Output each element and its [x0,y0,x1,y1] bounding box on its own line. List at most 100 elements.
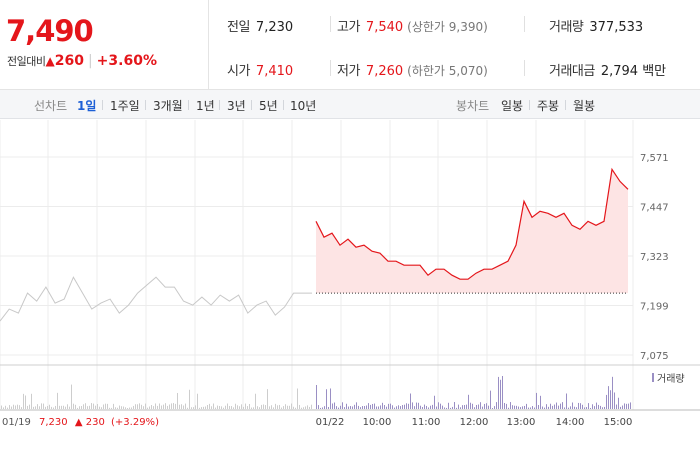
volume-bar [534,407,535,409]
tab-3-months[interactable]: 3개월 [153,99,183,113]
volume-bar [504,402,505,409]
volume-bar [594,406,595,409]
volume-bar [610,390,611,409]
volume-bar [350,406,351,409]
divider: | [87,53,93,69]
volume-bar [622,405,623,409]
volume-bar [219,405,220,409]
volume-bar [137,404,138,409]
volume-bar [628,403,629,409]
volume-bar [213,403,214,409]
volume-bar [558,405,559,409]
divider [330,16,331,32]
volume-bar [151,404,152,409]
x-tick-label: 14:00 [556,417,585,428]
y-tick-label: 7,199 [640,302,669,313]
tab-10-years[interactable]: 10년 [290,99,317,113]
volume-bar [320,407,321,409]
volume-bar [175,403,176,409]
x-tick-label: 13:00 [507,417,536,428]
volume-bar [35,406,36,409]
volume-bar [285,404,286,409]
volume-bar [410,393,411,409]
volume-bar [119,405,120,409]
tab-5-years[interactable]: 5년 [259,99,278,113]
tab-1-week[interactable]: 1주일 [110,99,140,113]
volume-bar [542,406,543,409]
volume-bar [498,376,499,409]
tab-weekly-candle[interactable]: 주봉 [537,99,560,113]
volume-bar [404,404,405,409]
tab-1-year[interactable]: 1년 [196,99,215,113]
quote-panel: 7,490 전일대비▲260 | +3.60% 전일 7,230 고가 7,540 (상한… [0,0,700,90]
volume-bar [336,406,337,409]
volume-bar [101,407,102,409]
volume-bar [79,406,80,409]
volume-bar [586,407,587,409]
candle-chart-label: 봉차트 [456,99,490,113]
volume-bar [448,402,449,409]
divider [219,100,220,110]
divider [102,100,103,110]
volume-bar [177,392,178,409]
volume-bar [348,406,349,409]
volume-bar [27,405,28,409]
volume-bar [598,404,599,409]
volume-bar [502,375,503,409]
y-tick-label: 7,571 [640,153,669,164]
volume-bar [243,406,244,409]
volume-bar [257,406,258,409]
chart-grid [0,120,700,411]
prev-day-change-percent: (+3.29%) [111,417,159,428]
tab-1-day[interactable]: 1일 [77,99,97,113]
volume-bar [450,407,451,409]
volume-bar [608,386,609,409]
volume-bar [267,389,268,409]
volume-bar [468,394,469,409]
volume-bar [430,405,431,409]
prev-day-label: 01/19 7,230 ▲ 230 (+3.29%) [2,417,159,428]
volume-bar [261,404,262,409]
volume-bar [123,406,124,409]
x-tick-label: 11:00 [412,417,441,428]
volume-bar [217,405,218,409]
volume-bar [287,405,288,409]
volume-bar [570,406,571,409]
volume-bar [109,407,110,409]
volume-bar [153,406,154,409]
volume-bar [400,406,401,409]
x-axis-ticks: 01/22 10:00 11:00 12:00 13:00 14:00 15:00 [316,417,633,428]
volume-bar [297,388,298,409]
volume-bar [75,404,76,409]
volume-bar [402,405,403,409]
volume-bar [41,403,42,409]
volume-bar [366,405,367,409]
volume-bar [311,404,312,409]
volume-bar [15,405,16,409]
x-tick-label: 01/22 [316,417,345,428]
volume-bar [141,404,142,409]
stat-high: 고가 7,540 (상한가 9,390) [337,20,488,35]
volume-bar [209,403,210,409]
volume-bar [508,407,509,409]
volume-bar [249,403,250,409]
volume-bar [21,407,22,409]
volume-bar [279,404,280,409]
x-tick-label: 12:00 [460,417,489,428]
price-box: 7,490 전일대비▲260 | +3.60% [0,0,209,90]
tab-daily-candle[interactable]: 일봉 [501,99,524,113]
price-area-fill [316,169,628,294]
tab-3-years[interactable]: 3년 [227,99,246,113]
volume-bar [205,406,206,409]
volume-bar [492,407,493,409]
volume-bar [614,392,615,409]
volume-bar [432,404,433,409]
volume-bar [241,404,242,409]
volume-bar [23,393,24,409]
volume-bar [105,403,106,409]
tab-monthly-candle[interactable]: 월봉 [573,99,596,113]
volume-bar [596,402,597,409]
volume-bar [440,403,441,409]
volume-bar [39,406,40,409]
volume-bar [225,405,226,409]
